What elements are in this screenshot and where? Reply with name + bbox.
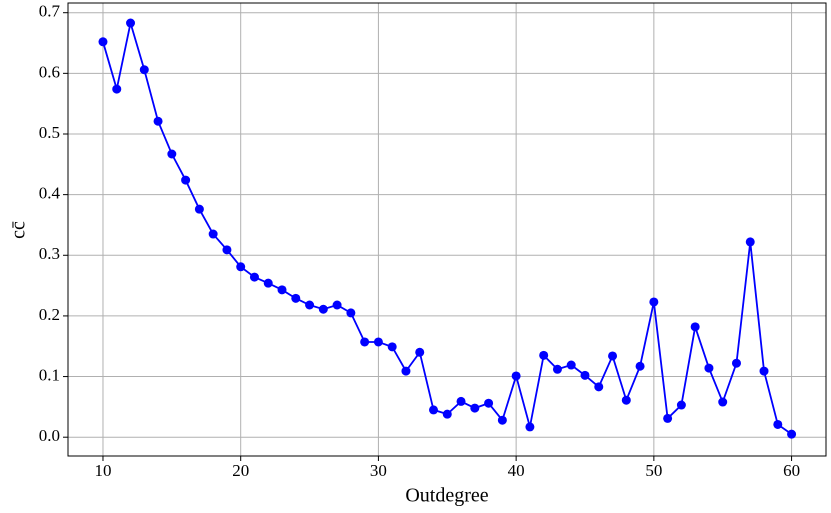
plot-frame [67,2,827,457]
y-tick-label: 0.2 [39,305,60,324]
data-point [153,116,163,126]
data-point [360,337,370,347]
data-point [194,204,204,214]
data-point [263,278,273,288]
data-point [704,363,714,373]
data-point [580,370,590,380]
x-tick-label: 60 [783,461,800,480]
data-point [787,429,797,439]
data-point [745,237,755,247]
x-tick-label: 10 [94,461,111,480]
x-axis-label: Outdegree [405,485,488,507]
y-tick-label: 0.6 [39,62,60,81]
data-point [346,308,356,318]
data-point [525,422,535,432]
y-tick-label: 0.3 [39,244,60,263]
data-point [731,358,741,368]
x-tick-label: 20 [232,461,249,480]
data-point [594,382,604,392]
y-tick-label: 0.0 [39,426,60,445]
data-point [415,347,425,357]
data-point [552,364,562,374]
data-point [511,371,521,381]
data-point [373,337,383,347]
data-line [102,22,793,435]
data-point [318,304,328,314]
data-point [442,409,452,419]
data-point [181,175,191,185]
data-point [470,403,480,413]
data-point [277,285,287,295]
data-point [608,351,618,361]
data-point [291,293,301,303]
data-point [429,405,439,415]
y-tick-label: 0.4 [39,184,61,203]
x-tick-label: 50 [645,461,662,480]
y-tick-label: 0.7 [39,2,61,21]
data-point [690,322,700,332]
data-point [621,395,631,405]
data-point [98,37,108,47]
data-point [222,245,232,255]
data-point [663,413,673,423]
data-point [208,229,218,239]
data-point [139,65,149,75]
data-point [759,366,769,376]
data-point [167,149,177,159]
x-tick-label: 40 [508,461,525,480]
data-point [484,398,494,408]
data-point [566,360,576,370]
data-point [126,18,136,28]
x-tick-label: 30 [370,461,387,480]
data-point [649,297,659,307]
data-point [387,342,397,352]
data-point [249,272,259,282]
data-point [456,396,466,406]
data-point [718,397,728,407]
y-axis-label: cc̄ [8,221,30,239]
data-point [676,400,686,410]
data-point [635,361,645,371]
data-point [539,350,549,360]
y-tick-label: 0.1 [39,365,60,384]
data-point [236,262,246,272]
data-point [773,419,783,429]
data-point [305,300,315,310]
data-point [497,415,507,425]
y-tick-label: 0.5 [39,123,60,142]
data-point [401,366,411,376]
data-point [332,300,342,310]
data-point [112,84,122,94]
